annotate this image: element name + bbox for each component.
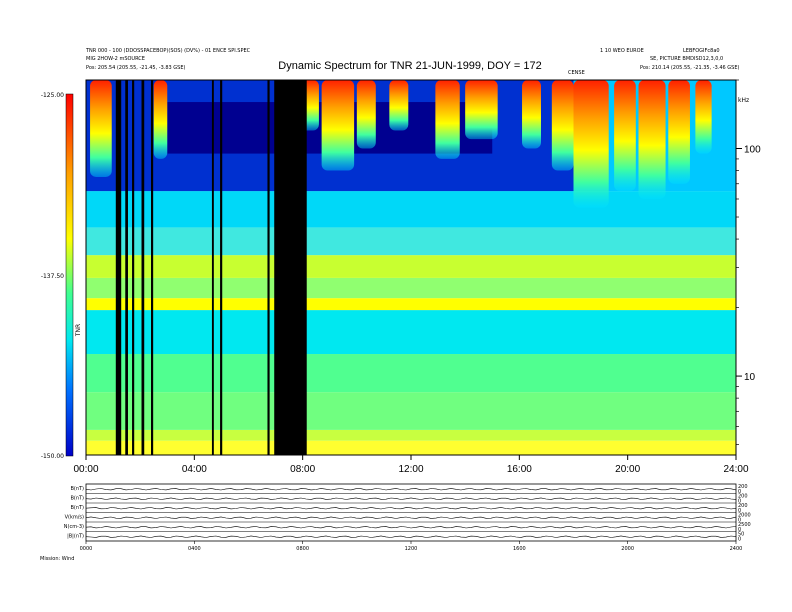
header-right-line1: 1 10 WEO EUROE	[600, 48, 644, 54]
panel-x-tick-label: 0400	[188, 546, 201, 552]
panel-range-max: 200	[738, 484, 748, 490]
header-right-line4: Pos: 210.14 (205.55, -21.35, -3.46 GSE)	[640, 65, 740, 71]
colorbar-tick-bottom: -150.00	[41, 453, 64, 460]
x-tick-label: 12:00	[398, 464, 423, 475]
colorbar: -125.00 -137.50 -150.00 TNR	[41, 92, 82, 460]
panel-label: N(cm-3)	[64, 524, 84, 530]
radio-burst	[614, 80, 636, 192]
x-tick-label: 16:00	[507, 464, 532, 475]
frequency-band	[86, 429, 736, 441]
chart-title: Dynamic Spectrum for TNR 21-JUN-1999, DO…	[278, 60, 541, 72]
colorbar-tick-mid: -137.50	[41, 273, 64, 280]
data-gap	[275, 80, 307, 455]
radio-burst	[522, 80, 541, 149]
data-gap	[132, 80, 135, 455]
panel-range-max: 200	[738, 494, 748, 500]
radio-bursts	[90, 80, 712, 208]
radio-burst	[356, 80, 376, 149]
header-left-line1: TNR 000 - 100 (DDOSSPACEBOP)(SOS) (DV%) …	[85, 48, 251, 54]
y-tick-label: 100	[744, 145, 761, 156]
panel-range-min: 0	[738, 508, 741, 514]
frequency-band	[86, 354, 736, 393]
panel-label: B(nT)	[70, 496, 84, 502]
frequency-band	[86, 298, 736, 311]
panel-trace	[85, 516, 737, 519]
header-left-line2: MIG 2HOW-2 mSOURCE	[86, 56, 145, 62]
header-right-line3: SE, PICTURE BMDISD12,3,0,0	[650, 56, 723, 62]
panel-x-tick-label: 2000	[621, 546, 634, 552]
panel-x-tick-label: 0000	[80, 546, 93, 552]
header-right-line2: LEBFOGIFc8a0	[683, 48, 720, 54]
header-left-line3: Pos: 205.54 (205.55, -21.45, -3.83 GSE)	[86, 65, 186, 71]
panel-range-max: 200	[738, 503, 748, 509]
data-gaps	[115, 80, 307, 455]
panel-range-min: 0	[738, 518, 741, 524]
radio-burst	[90, 80, 112, 177]
y-unit-label: kHz	[738, 97, 749, 104]
data-gap	[125, 80, 128, 455]
panel-x-tick-label: 1200	[405, 546, 418, 552]
event-marker-label: CENSE	[568, 70, 585, 76]
panel-range-max: 50	[738, 532, 744, 538]
data-gap	[274, 80, 277, 455]
panel-x-tick-label: 2400	[730, 546, 743, 552]
data-gap	[211, 80, 214, 455]
radio-burst	[153, 80, 168, 159]
panel-trace	[85, 507, 737, 510]
spectrogram-plot: 00:00 04:00 08:00 12:00 16:00 20:00 24:00 1010…	[73, 79, 761, 475]
frequency-band	[86, 310, 736, 355]
panel-label: B(nT)	[70, 505, 84, 511]
x-tick-label: 00:00	[73, 464, 98, 475]
radio-burst	[465, 80, 498, 140]
radio-burst	[551, 80, 574, 171]
panel-trace	[85, 497, 737, 500]
x-tick-label: 04:00	[182, 464, 207, 475]
radio-burst	[695, 80, 712, 154]
panel-range-max: 2500	[738, 522, 751, 528]
colorbar-gradient	[65, 93, 74, 457]
panel-trace	[85, 535, 737, 538]
frequency-band	[86, 277, 736, 299]
header-meta: TNR 000 - 100 (DDOSSPACEBOP)(SOS) (DV%) …	[85, 48, 740, 76]
colorbar-side-label: TNR	[75, 324, 82, 337]
data-gap	[220, 80, 223, 455]
panel-range-min: 0	[738, 537, 741, 543]
radio-burst	[638, 80, 666, 199]
panel-trace	[85, 526, 737, 529]
panel-label: B(nT)	[70, 486, 84, 492]
radio-burst	[573, 80, 609, 208]
x-tick-label: 08:00	[290, 464, 315, 475]
radio-burst	[668, 80, 690, 184]
panel-range-min: 0	[738, 499, 741, 505]
data-gap	[115, 80, 122, 455]
panel-x-tick-label: 1600	[513, 546, 526, 552]
data-gap	[267, 80, 270, 455]
frequency-band	[86, 392, 736, 430]
panel-range-max: 2000	[738, 513, 751, 519]
frequency-band	[86, 440, 736, 455]
colorbar-tick-top: -125.00	[41, 92, 64, 99]
panel-trace	[85, 488, 737, 491]
panel-label: V(km/s)	[65, 515, 84, 521]
panel-x-tick-label: 0800	[296, 546, 309, 552]
frequency-band	[86, 191, 736, 228]
footer-label: Mission: Wind	[40, 556, 74, 562]
radio-burst	[435, 80, 460, 159]
frequency-band	[86, 255, 736, 278]
x-axis: 00:00 04:00 08:00 12:00 16:00 20:00 24:00	[73, 455, 749, 475]
radio-burst	[321, 80, 355, 171]
frequency-band	[86, 227, 736, 256]
x-tick-label: 24:00	[723, 464, 748, 475]
data-gap	[141, 80, 145, 455]
panel-range-min: 0	[738, 489, 741, 495]
radio-burst	[389, 80, 409, 131]
panel-range-min: 0	[738, 527, 741, 533]
x-tick-label: 20:00	[615, 464, 640, 475]
y-axis: 10 100	[736, 79, 761, 445]
data-gap	[151, 80, 154, 455]
y-tick-label: 10	[744, 372, 756, 383]
panel-label: |B|(nT)	[67, 534, 84, 540]
